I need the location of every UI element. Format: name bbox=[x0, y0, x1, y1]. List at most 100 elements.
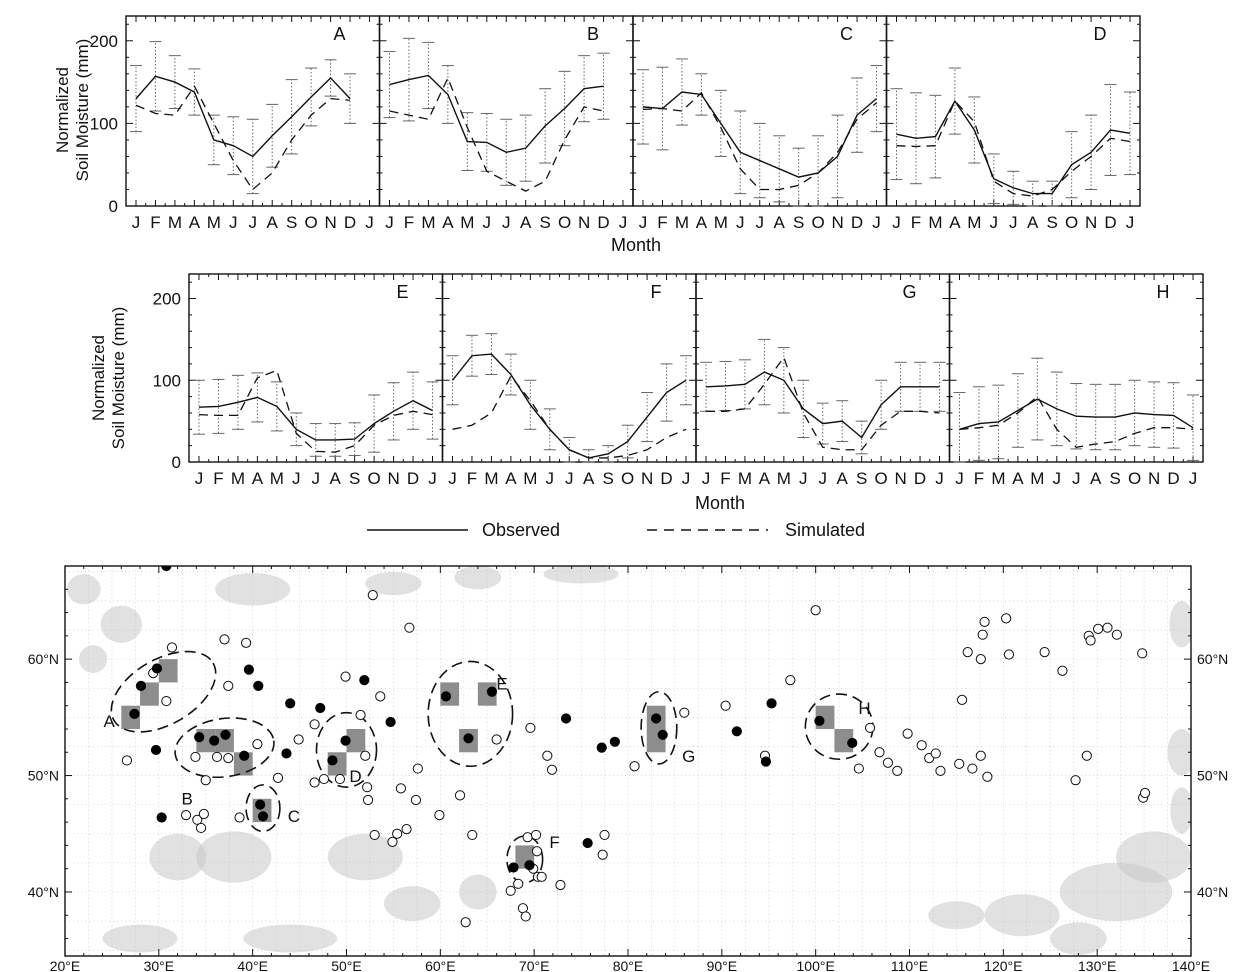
ytick-label: 0 bbox=[109, 197, 118, 216]
series-simulated-F bbox=[452, 374, 687, 459]
station-filled bbox=[151, 663, 163, 674]
region-D bbox=[315, 711, 378, 788]
station-filled bbox=[463, 733, 474, 744]
station-filled bbox=[156, 812, 167, 823]
station-open bbox=[375, 691, 386, 702]
series-observed-E bbox=[198, 396, 433, 441]
month-label: D bbox=[914, 469, 926, 488]
station-open bbox=[410, 794, 422, 806]
station-open bbox=[192, 814, 203, 825]
station-filled bbox=[486, 686, 498, 697]
station-open bbox=[864, 722, 876, 733]
map-xtick-label: 50°E bbox=[331, 958, 362, 972]
month-label: O bbox=[368, 469, 381, 488]
month-label: J bbox=[935, 469, 944, 488]
month-label: A bbox=[252, 469, 264, 488]
terrain-patch bbox=[365, 571, 422, 596]
region-label-C: C bbox=[288, 807, 300, 826]
map-xtick-label: 130°E bbox=[1078, 958, 1116, 972]
series-observed-A bbox=[135, 75, 351, 158]
terrain-patch bbox=[327, 833, 403, 881]
terrain-patch bbox=[1115, 831, 1191, 883]
panel-label: B bbox=[587, 24, 599, 44]
station-open bbox=[522, 832, 533, 843]
panel-A: AJ F M A M J J A S O N D J bbox=[125, 15, 381, 232]
month-label: S bbox=[856, 469, 867, 488]
map-xtick-label: 40°E bbox=[237, 958, 268, 972]
station-open bbox=[525, 722, 536, 733]
series-observed-C bbox=[642, 91, 877, 178]
month-label: J bbox=[619, 213, 628, 232]
terrain-patch bbox=[454, 566, 502, 590]
month-label: A bbox=[505, 469, 517, 488]
station-open bbox=[1102, 622, 1113, 633]
station-open bbox=[121, 755, 133, 766]
station-open bbox=[293, 734, 304, 745]
month-label: F bbox=[404, 213, 414, 232]
station-open bbox=[340, 671, 351, 682]
station-open bbox=[954, 758, 965, 770]
month-label: N bbox=[1085, 213, 1097, 232]
station-filled bbox=[359, 674, 370, 686]
month-label: N bbox=[831, 213, 843, 232]
region-label-H: H bbox=[858, 699, 870, 718]
station-open bbox=[355, 709, 366, 721]
series-observed-F bbox=[451, 353, 687, 459]
model-gridcell bbox=[346, 728, 366, 753]
station-open bbox=[309, 719, 320, 730]
terrain-patch bbox=[1170, 787, 1191, 834]
map-ytick-label-left: 50°N bbox=[28, 768, 59, 784]
terrain-patch bbox=[243, 924, 338, 953]
month-label: N bbox=[894, 469, 906, 488]
panel-label: E bbox=[396, 282, 408, 302]
station-open bbox=[1070, 775, 1081, 786]
station-open bbox=[190, 751, 201, 763]
station-filled bbox=[340, 735, 351, 746]
station-filled bbox=[385, 716, 396, 728]
station-open bbox=[542, 750, 553, 761]
station-open bbox=[597, 849, 608, 860]
month-label: A bbox=[267, 213, 279, 232]
month-label: D bbox=[1104, 213, 1116, 232]
terrain-patch bbox=[66, 574, 101, 605]
month-label: N bbox=[1148, 469, 1160, 488]
panel-B: BJ F M A M J J A S O N D J bbox=[378, 15, 634, 232]
station-open bbox=[362, 794, 374, 806]
station-filled bbox=[651, 713, 662, 724]
station-open bbox=[531, 846, 543, 857]
station-open bbox=[401, 824, 412, 835]
station-open bbox=[1081, 750, 1092, 761]
station-open bbox=[318, 773, 330, 785]
month-label: M bbox=[207, 213, 221, 232]
month-label: O bbox=[558, 213, 571, 232]
station-filled bbox=[760, 756, 772, 767]
ytick-label: 200 bbox=[153, 290, 181, 309]
station-open bbox=[161, 695, 172, 707]
terrain-patch bbox=[196, 831, 272, 883]
month-label: A bbox=[583, 469, 595, 488]
month-label: N bbox=[324, 213, 336, 232]
station-filled bbox=[135, 680, 147, 692]
station-open bbox=[1085, 635, 1096, 646]
series-simulated-D bbox=[896, 99, 1131, 197]
station-open bbox=[491, 734, 502, 745]
month-label: F bbox=[974, 469, 984, 488]
region-C bbox=[245, 784, 281, 833]
month-label: M bbox=[777, 469, 791, 488]
station-open bbox=[546, 764, 558, 775]
station-open bbox=[1111, 629, 1122, 640]
series-observed-G bbox=[705, 371, 940, 439]
station-filled bbox=[194, 732, 205, 743]
map-xtick-label: 100°E bbox=[797, 958, 835, 972]
region-label-E: E bbox=[496, 674, 507, 693]
station-open bbox=[853, 763, 864, 774]
month-label: M bbox=[421, 213, 435, 232]
map-xtick-label: 110°E bbox=[891, 958, 928, 972]
station-open bbox=[967, 763, 978, 774]
station-filled bbox=[243, 664, 255, 675]
map-ytick-label-left: 60°N bbox=[28, 651, 59, 667]
station-filled bbox=[508, 862, 519, 873]
station-open bbox=[513, 878, 524, 889]
month-label: M bbox=[523, 469, 537, 488]
